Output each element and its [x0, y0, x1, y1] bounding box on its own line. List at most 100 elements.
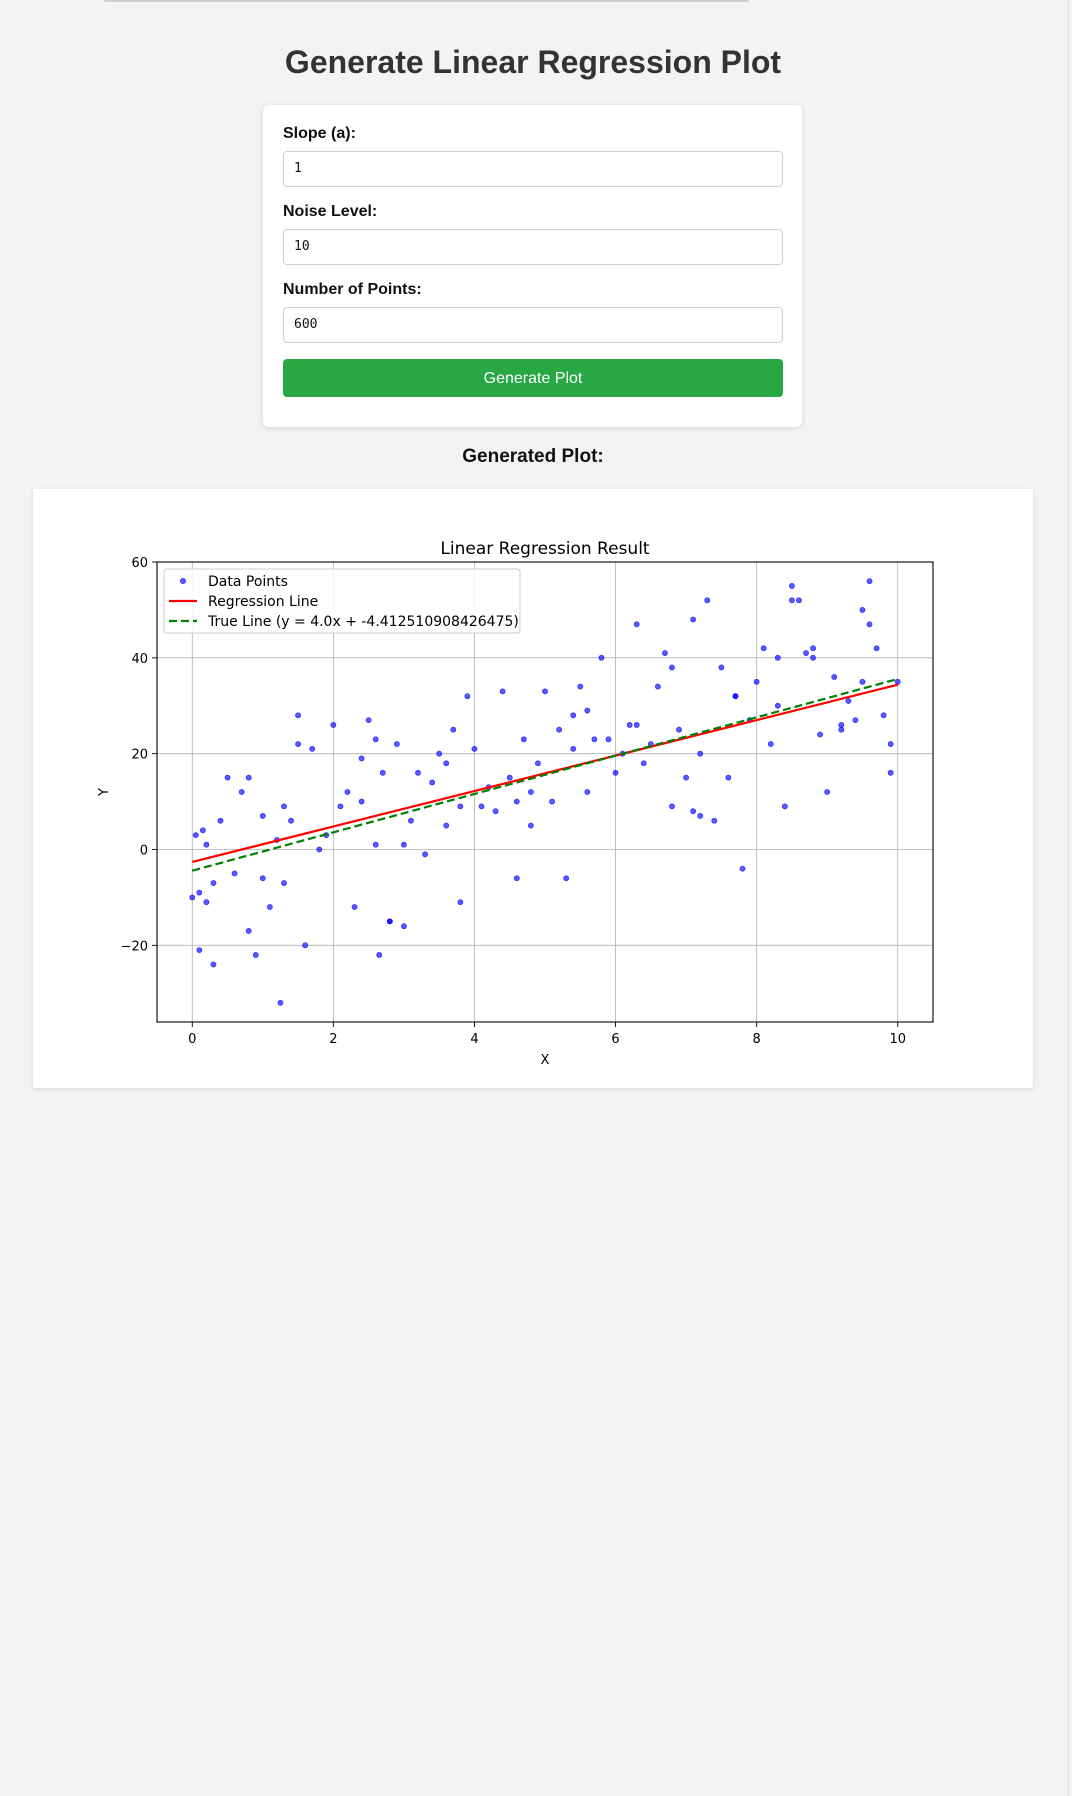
y-tick-label: 20 — [131, 748, 148, 763]
x-tick-label: 4 — [470, 1032, 478, 1047]
data-point — [633, 722, 640, 728]
data-point — [669, 664, 675, 671]
data-point — [372, 736, 379, 743]
y-tick-label: 40 — [131, 652, 148, 667]
x-tick-label: 6 — [611, 1032, 619, 1047]
data-point — [767, 741, 774, 747]
data-point — [422, 851, 428, 858]
data-point — [704, 597, 711, 604]
data-point — [393, 741, 400, 747]
legend-label-true: True Line (y = 4.0x + -4.412510908426475… — [207, 614, 519, 630]
data-point — [457, 803, 464, 810]
x-tick-label: 0 — [188, 1032, 196, 1047]
data-point — [330, 722, 337, 728]
data-point — [556, 726, 563, 733]
data-point — [845, 698, 852, 704]
number-of-points-input[interactable]: 600 — [283, 307, 783, 343]
data-point — [358, 755, 365, 762]
data-point — [880, 712, 887, 719]
number-of-points-label: Number of Points: — [283, 281, 422, 298]
data-point — [192, 832, 199, 839]
data-point — [640, 760, 647, 767]
noise-level-input[interactable]: 10 — [283, 229, 783, 265]
data-point — [887, 741, 894, 747]
chart-title: Linear Regression Result — [440, 539, 649, 559]
data-point — [824, 789, 831, 795]
data-point — [471, 745, 478, 752]
data-point — [654, 683, 661, 690]
data-point — [203, 899, 210, 906]
data-point — [302, 942, 309, 949]
data-point — [817, 731, 824, 738]
data-point — [492, 808, 499, 815]
data-point — [337, 803, 344, 810]
x-tick-label: 2 — [329, 1032, 337, 1047]
data-point — [760, 645, 767, 652]
data-point — [633, 621, 640, 628]
data-point — [789, 597, 795, 604]
data-point — [577, 683, 584, 690]
data-point — [231, 870, 238, 877]
legend-label-regression: Regression Line — [208, 594, 318, 610]
data-point — [690, 616, 697, 623]
data-point — [281, 803, 287, 810]
data-point — [739, 865, 746, 872]
data-point — [859, 678, 866, 685]
data-point — [626, 722, 633, 728]
data-point — [753, 678, 760, 685]
data-point — [542, 688, 548, 695]
page-edge-divider — [1068, 0, 1069, 1796]
top-scroll-hint — [104, 0, 749, 2]
data-point — [295, 712, 301, 719]
data-point — [718, 664, 725, 671]
data-point — [401, 841, 407, 848]
slope-input[interactable]: 1 — [283, 151, 783, 187]
y-tick-label: 0 — [140, 844, 148, 859]
data-point — [379, 769, 386, 776]
data-point — [372, 841, 379, 848]
data-point — [281, 880, 287, 886]
data-point — [894, 678, 901, 685]
data-point — [570, 745, 577, 752]
y-tick-label: 60 — [131, 556, 148, 571]
data-point — [344, 789, 351, 795]
data-point — [196, 889, 203, 896]
data-point — [224, 774, 231, 781]
data-point — [288, 817, 294, 824]
regression-chart: 0 2 4 6 8 10 −20 0 20 40 60 Linear Regression Resul… — [97, 539, 934, 1068]
data-point — [358, 798, 365, 805]
data-point — [365, 717, 372, 724]
true-line — [191, 677, 899, 872]
generated-plot-heading: Generated Plot: — [462, 446, 604, 467]
data-point — [570, 712, 577, 719]
data-point — [245, 928, 252, 934]
x-axis-label: X — [541, 1053, 550, 1068]
data-point — [351, 904, 358, 910]
data-point — [238, 789, 245, 795]
data-point — [690, 808, 697, 815]
noise-level-label: Noise Level: — [283, 203, 378, 220]
x-tick-label: 8 — [752, 1032, 760, 1047]
data-point — [443, 760, 450, 767]
data-point — [838, 726, 845, 733]
generate-plot-button[interactable]: Generate Plot — [283, 359, 783, 397]
legend-marker-points — [180, 578, 186, 584]
data-point — [796, 597, 802, 604]
data-point — [584, 707, 591, 714]
data-point — [697, 813, 704, 819]
data-point — [199, 827, 206, 834]
data-point — [527, 789, 534, 795]
data-point — [810, 654, 816, 661]
data-point — [774, 654, 781, 661]
data-point — [436, 750, 443, 757]
legend-box — [163, 568, 521, 634]
data-point — [210, 961, 217, 968]
data-point — [499, 688, 506, 695]
data-point — [831, 674, 838, 680]
data-point — [866, 621, 873, 628]
regression-line — [192, 683, 898, 864]
data-point — [535, 760, 541, 767]
data-point — [457, 899, 464, 906]
data-point — [245, 774, 252, 781]
data-point — [563, 875, 570, 882]
